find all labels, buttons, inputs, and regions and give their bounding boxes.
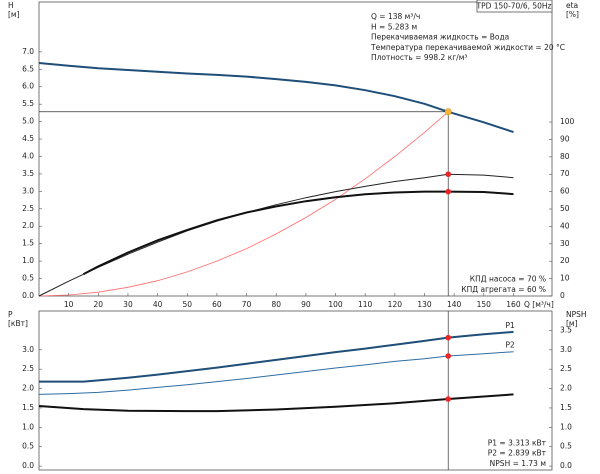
y2-axis-label: [м]	[566, 319, 578, 328]
chart-title: TPD 150-70/6, 50Hz	[475, 2, 551, 11]
y-tick-label: 5.5	[22, 99, 34, 108]
y-tick-label: 0.5	[22, 442, 34, 451]
y2-tick-label: 100	[560, 117, 575, 126]
y2-tick-label: 80	[560, 152, 570, 161]
curve	[83, 190, 514, 275]
y-tick-label: 6.0	[22, 82, 34, 91]
y-tick-label: 1.0	[22, 422, 34, 431]
x-tick-label: 100	[328, 300, 343, 309]
duty-point	[444, 108, 452, 116]
y2-tick-label: 60	[560, 187, 570, 196]
x-tick-label: 50	[182, 300, 192, 309]
info-text: Плотность = 998.2 кг/м³	[371, 53, 467, 62]
y2-tick-label: 70	[560, 169, 570, 178]
curve	[39, 330, 514, 383]
y-tick-label: 5.0	[22, 117, 34, 126]
x-tick-label: 110	[358, 300, 373, 309]
y-tick-label: 2.5	[22, 204, 34, 213]
note-text: P2 = 2.839 кВт	[488, 449, 547, 458]
x-tick-label: 150	[477, 300, 492, 309]
y-axis-label: [кВт]	[8, 319, 28, 328]
y2-tick-label: 40	[560, 221, 570, 230]
note-text: КПД насоса = 70 %	[470, 275, 546, 284]
y2-tick-label: 3.5	[560, 325, 572, 334]
y2-tick-label: 0.5	[560, 442, 572, 451]
top-plot-frame	[38, 1, 553, 297]
y-tick-label: 1.0	[22, 256, 34, 265]
y2-tick-label: 90	[560, 134, 570, 143]
x-tick-label: 90	[301, 300, 311, 309]
info-text: Q = 138 м³/ч	[371, 12, 420, 21]
x-tick-label: 60	[212, 300, 222, 309]
y-tick-label: 3.5	[22, 169, 34, 178]
x-tick-label: 40	[153, 300, 163, 309]
bottom-plot-frame	[38, 310, 553, 471]
title-box	[476, 0, 553, 13]
y2-tick-label: 30	[560, 239, 570, 248]
info-text: Перекачиваемая жидкость = Вода	[371, 33, 509, 42]
y-axis-label: [м]	[8, 10, 20, 19]
y2-tick-label: 10	[560, 274, 570, 283]
y-tick-label: 3.0	[22, 186, 34, 195]
curve	[38, 173, 514, 297]
x-tick-label: 130	[417, 300, 432, 309]
y-tick-label: 7.0	[22, 47, 34, 56]
curve	[38, 393, 514, 413]
y-tick-label: 1.5	[22, 403, 34, 412]
x-tick-label: 160	[506, 300, 521, 309]
y-tick-label: 6.5	[22, 64, 34, 73]
y2-axis-label: eta	[566, 1, 578, 10]
curve	[38, 351, 514, 395]
duty-marker	[445, 353, 452, 359]
y-tick-label: 0.5	[22, 274, 34, 283]
y2-tick-label: 2.5	[560, 364, 572, 373]
x-tick-label: 10	[64, 300, 74, 309]
y-tick-label: 2.0	[22, 384, 34, 393]
y2-axis-label: NPSH	[566, 310, 587, 319]
y-tick-label: 4.5	[22, 134, 34, 143]
series-label: P1	[505, 321, 515, 330]
x-tick-label: 140	[447, 300, 462, 309]
note-text: NPSH = 1.73 м	[490, 459, 546, 468]
y-tick-label: 2.5	[22, 364, 34, 373]
note-text: P1 = 3.313 кВт	[488, 438, 547, 447]
y-tick-label: 4.0	[22, 151, 34, 160]
curve	[38, 111, 449, 297]
y-tick-label: 2.0	[22, 221, 34, 230]
info-text: H = 5.283 м	[371, 22, 417, 31]
x-tick-label: 120	[388, 300, 403, 309]
y-axis-label: P	[8, 310, 13, 319]
x-tick-label: 80	[271, 300, 281, 309]
x-axis-label: Q [м³/ч]	[524, 300, 554, 309]
y-axis-label: H	[8, 1, 14, 10]
y2-tick-label: 0.0	[560, 461, 572, 470]
y2-tick-label: 0	[560, 291, 565, 300]
y-tick-label: 1.5	[22, 239, 34, 248]
y2-axis-label: [%]	[566, 10, 579, 19]
x-tick-label: 20	[94, 300, 104, 309]
x-tick-label: 70	[242, 300, 252, 309]
duty-marker	[445, 188, 452, 195]
curve	[38, 62, 514, 134]
y-tick-label: 3.0	[22, 345, 34, 354]
x-tick-label: 30	[123, 300, 133, 309]
y2-tick-label: 1.5	[560, 403, 572, 412]
y2-tick-label: 50	[560, 204, 570, 213]
info-text: Температура перекачиваемой жидкости = 20…	[370, 43, 565, 52]
y-tick-label: 0.0	[22, 291, 34, 300]
note-text: КПД агрегата = 60 %	[461, 285, 546, 294]
duty-marker	[445, 334, 452, 341]
y2-tick-label: 3.0	[560, 345, 572, 354]
y2-tick-label: 2.0	[560, 384, 572, 393]
duty-marker	[445, 171, 452, 178]
duty-marker	[445, 396, 452, 402]
series-label: P2	[505, 341, 515, 350]
y2-tick-label: 1.0	[560, 422, 572, 431]
y-tick-label: 0.0	[22, 461, 34, 470]
y2-tick-label: 20	[560, 256, 570, 265]
